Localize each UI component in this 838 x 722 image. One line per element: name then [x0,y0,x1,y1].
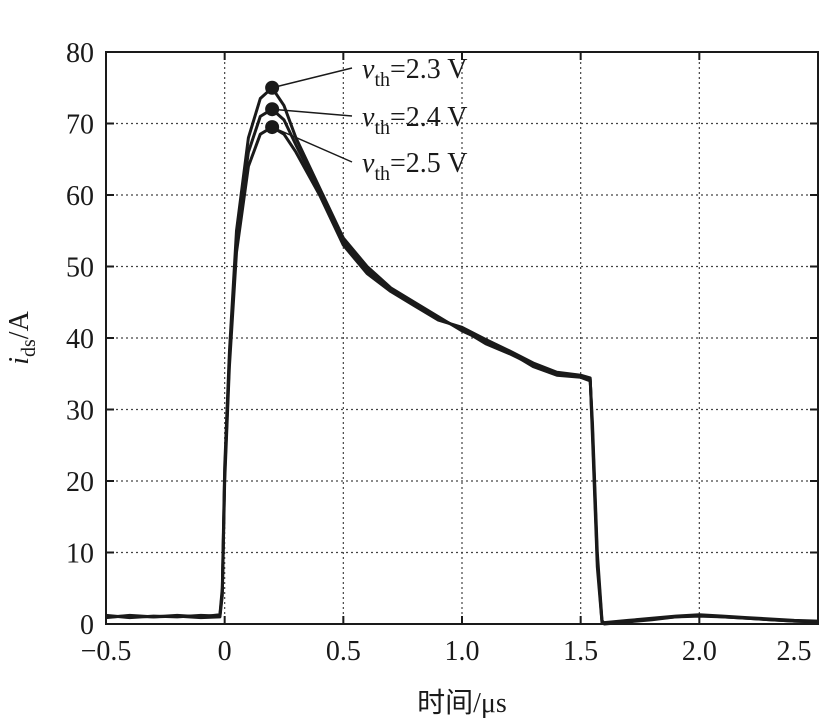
annotation-label: vth=2.5 V [362,148,468,185]
x-tick-label: 2.5 [777,636,812,667]
annotations-layer: vth=2.3 V vth=2.4 V vth=2.5 V [265,54,468,185]
y-tick-label: 30 [66,396,94,427]
y-tick-label: 0 [80,610,94,641]
y-tick-label: 60 [66,181,94,212]
y-tick-label: 70 [66,110,94,141]
series-line [105,107,819,625]
peak-marker [265,120,280,135]
y-tick-label: 80 [66,38,94,69]
y-tick-label: 50 [66,253,94,284]
x-axis-title: 时间/μs [417,687,507,719]
y-tick-label: 20 [66,467,94,498]
y-tick-label: 40 [66,324,94,355]
peak-marker [265,102,280,117]
series-line [105,125,819,625]
grid [106,52,818,624]
x-tick-label: 1.5 [563,636,598,667]
annotation-leader [271,67,353,89]
series-layer [105,86,819,626]
annotation-label: vth=2.4 V [362,102,468,139]
y-tick-label: 10 [66,539,94,570]
annotation-label: vth=2.3 V [362,54,468,91]
y-axis-title: ids/A [4,310,40,364]
y-axis-title-unit: /A [4,310,35,339]
annotation-leader [271,126,353,163]
x-tick-label: 0 [218,636,232,667]
x-tick-label: 0.5 [326,636,361,667]
peak-marker [265,80,280,95]
annotation-leader [272,108,353,117]
y-axis-title-main: i [4,357,35,365]
y-axis-title-sub: ds [18,339,40,357]
x-tick-label: 1.0 [445,636,480,667]
x-tick-label: 2.0 [682,636,717,667]
x-tick-label: −0.5 [81,636,132,667]
